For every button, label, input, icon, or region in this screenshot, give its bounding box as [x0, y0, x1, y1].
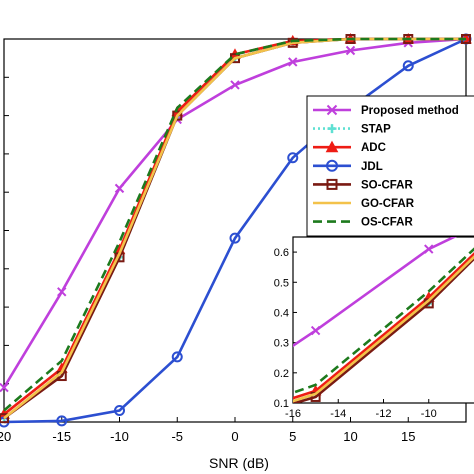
legend-entry: JDL [313, 159, 383, 173]
series-os-cfar [3, 37, 466, 412]
inset-series-line [293, 252, 474, 400]
series-line [3, 37, 466, 412]
inset-data-point [311, 428, 320, 437]
legend-marker [326, 159, 338, 172]
legend-label: GO-CFAR [361, 198, 415, 210]
x-tick-label: 10 [343, 429, 357, 444]
inset-data-point [198, 422, 208, 431]
inset-y-tick-label: 0.4 [274, 307, 289, 319]
legend-label: Proposed method [361, 105, 459, 117]
legend-marker [325, 140, 339, 153]
inset-x-tick-label: -14 [330, 408, 346, 420]
inset-area [292, 236, 474, 404]
inset-x-tick-label: -16 [285, 408, 301, 420]
legend-entry: OS-CFAR [313, 217, 413, 229]
x-tick-label: 5 [289, 429, 296, 444]
data-point [114, 183, 125, 194]
legend-marker [326, 104, 338, 116]
data-point [230, 80, 240, 90]
inset-y-tick-label: 0.6 [274, 247, 289, 259]
legend-label: SO-CFAR [361, 179, 413, 191]
legend-entry: SO-CFAR [313, 178, 413, 191]
inset-series-line [293, 247, 474, 395]
inset-x-tick-label: -12 [376, 408, 392, 420]
data-point [229, 232, 241, 244]
data-point [288, 57, 298, 67]
inset-y-tick-label: 0.5 [274, 277, 289, 289]
inset-series-line [293, 256, 474, 403]
legend-label: OS-CFAR [361, 217, 413, 229]
legend-entry: STAP [313, 124, 391, 136]
inset-plot: 0.1 0.2 0.3 0.4 0.5 0.6 -16 -14 -12 -10 [198, 236, 474, 438]
legend-entry: Proposed method [313, 104, 459, 117]
inset-data-point [310, 325, 321, 336]
x-axis-label: SNR (dB) [209, 455, 269, 471]
inset-y-tick-label: 0.2 [274, 368, 289, 380]
data-point [56, 415, 68, 427]
inset-data-point [199, 426, 207, 434]
data-point [402, 60, 414, 72]
data-point [0, 413, 9, 424]
x-tick-label: -5 [171, 429, 183, 444]
inset-y-tick-label: 0.1 [274, 398, 289, 410]
legend-entry: ADC [313, 140, 386, 154]
legend-entry: GO-CFAR [313, 198, 415, 210]
inset-data-point [424, 244, 434, 254]
x-tick-label: 0 [231, 429, 238, 444]
series-line [3, 37, 467, 424]
inset-data-point [199, 426, 207, 434]
data-point [57, 287, 67, 297]
data-point [171, 351, 183, 363]
inset-y-tick-label: 0.3 [274, 338, 289, 350]
x-tick-label: -15 [52, 429, 71, 444]
legend: Proposed method STAP ADC JDL SO-CFAR GO-CFAR O… [306, 95, 474, 237]
legend-label: STAP [361, 124, 391, 136]
x-tick-label: 20 [0, 429, 11, 444]
legend-marker [326, 178, 338, 190]
x-tick-label: 15 [401, 429, 415, 444]
legend-label: JDL [361, 161, 383, 173]
data-point [345, 45, 356, 56]
data-point [0, 382, 9, 393]
inset-data-point [198, 429, 207, 438]
data-point [172, 110, 183, 121]
inset-x-tick-label: -10 [421, 408, 437, 420]
data-point [114, 405, 125, 417]
legend-marker [327, 124, 337, 134]
legend-label: ADC [361, 142, 386, 154]
inset-series [198, 237, 474, 438]
data-point [287, 152, 299, 164]
inset-series-line [293, 237, 457, 348]
inset-series-line [293, 255, 474, 403]
x-tick-label: -10 [110, 429, 129, 444]
